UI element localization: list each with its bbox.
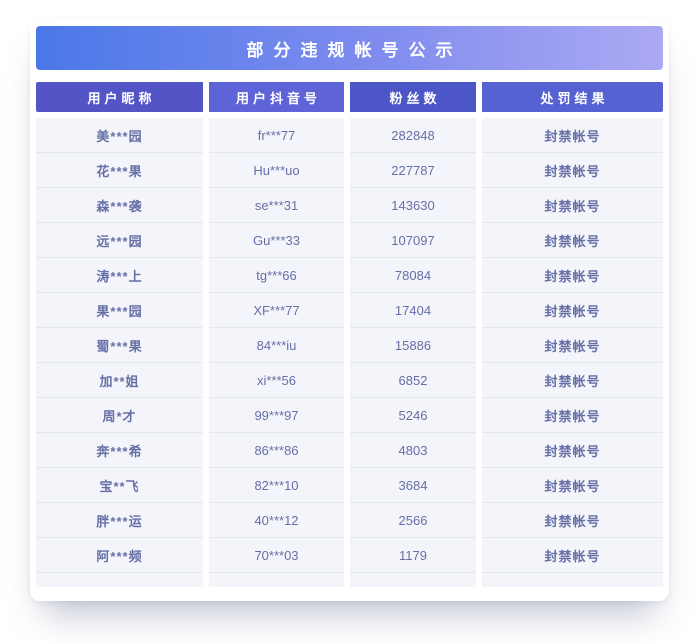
cell-nickname: 美***园 — [36, 118, 203, 153]
table-row: 涛***上 tg***66 78084 封禁帐号 — [36, 258, 663, 293]
column-header-nickname: 用户昵称 — [36, 82, 203, 112]
cell-result: 封禁帐号 — [482, 118, 663, 153]
table-footer-strip — [36, 573, 663, 587]
cell-fans: 3684 — [350, 468, 476, 503]
cell-result: 封禁帐号 — [482, 293, 663, 328]
cell-fans: 15886 — [350, 328, 476, 363]
cell-fans: 5246 — [350, 398, 476, 433]
cell-fans: 282848 — [350, 118, 476, 153]
cell-fans: 78084 — [350, 258, 476, 293]
cell-result: 封禁帐号 — [482, 363, 663, 398]
cell-nickname: 宝**飞 — [36, 468, 203, 503]
cell-douyin-id: 84***iu — [209, 328, 344, 363]
cell-douyin-id: 82***10 — [209, 468, 344, 503]
cell-result: 封禁帐号 — [482, 328, 663, 363]
cell-nickname: 果***园 — [36, 293, 203, 328]
cell-douyin-id: Gu***33 — [209, 223, 344, 258]
cell-fans: 6852 — [350, 363, 476, 398]
cell-result: 封禁帐号 — [482, 258, 663, 293]
table-row: 加**姐 xi***56 6852 封禁帐号 — [36, 363, 663, 398]
cell-douyin-id: Hu***uo — [209, 153, 344, 188]
cell-douyin-id: 70***03 — [209, 538, 344, 573]
cell-douyin-id: 40***12 — [209, 503, 344, 538]
table-row: 果***园 XF***77 17404 封禁帐号 — [36, 293, 663, 328]
cell-nickname: 周*才 — [36, 398, 203, 433]
cell-douyin-id: 99***97 — [209, 398, 344, 433]
cell-fans: 227787 — [350, 153, 476, 188]
table-body: 美***园 fr***77 282848 封禁帐号 花***果 Hu***uo 227787… — [36, 118, 663, 587]
table-row: 阿***频 70***03 1179 封禁帐号 — [36, 538, 663, 573]
table-row: 宝**飞 82***10 3684 封禁帐号 — [36, 468, 663, 503]
table-row: 胖***运 40***12 2566 封禁帐号 — [36, 503, 663, 538]
cell-fans: 107097 — [350, 223, 476, 258]
table-row: 周*才 99***97 5246 封禁帐号 — [36, 398, 663, 433]
column-header-douyin-id: 用户抖音号 — [209, 82, 344, 112]
cell-fans: 4803 — [350, 433, 476, 468]
cell-fans: 143630 — [350, 188, 476, 223]
table-row: 美***园 fr***77 282848 封禁帐号 — [36, 118, 663, 153]
table-header: 用户昵称 用户抖音号 粉丝数 处罚结果 — [36, 82, 663, 112]
footer-strip-cell — [36, 573, 203, 587]
table-row: 森***袭 se***31 143630 封禁帐号 — [36, 188, 663, 223]
cell-fans: 2566 — [350, 503, 476, 538]
cell-douyin-id: xi***56 — [209, 363, 344, 398]
cell-douyin-id: fr***77 — [209, 118, 344, 153]
cell-result: 封禁帐号 — [482, 153, 663, 188]
cell-nickname: 森***袭 — [36, 188, 203, 223]
cell-result: 封禁帐号 — [482, 503, 663, 538]
cell-nickname: 奔***希 — [36, 433, 203, 468]
cell-nickname: 涛***上 — [36, 258, 203, 293]
cell-result: 封禁帐号 — [482, 433, 663, 468]
title-bar: 部分违规帐号公示 — [36, 26, 663, 70]
cell-nickname: 胖***运 — [36, 503, 203, 538]
cell-nickname: 阿***频 — [36, 538, 203, 573]
cell-nickname: 远***园 — [36, 223, 203, 258]
cell-result: 封禁帐号 — [482, 223, 663, 258]
table-row: 奔***希 86***86 4803 封禁帐号 — [36, 433, 663, 468]
cell-fans: 1179 — [350, 538, 476, 573]
cell-douyin-id: XF***77 — [209, 293, 344, 328]
cell-nickname: 蜀***果 — [36, 328, 203, 363]
table-row: 远***园 Gu***33 107097 封禁帐号 — [36, 223, 663, 258]
cell-douyin-id: se***31 — [209, 188, 344, 223]
cell-fans: 17404 — [350, 293, 476, 328]
cell-result: 封禁帐号 — [482, 398, 663, 433]
cell-douyin-id: 86***86 — [209, 433, 344, 468]
footer-strip-cell — [350, 573, 476, 587]
cell-douyin-id: tg***66 — [209, 258, 344, 293]
violation-announcement-card: 部分违规帐号公示 用户昵称 用户抖音号 粉丝数 处罚结果 美***园 fr***7… — [30, 18, 669, 601]
cell-result: 封禁帐号 — [482, 538, 663, 573]
cell-nickname: 花***果 — [36, 153, 203, 188]
table-row: 花***果 Hu***uo 227787 封禁帐号 — [36, 153, 663, 188]
column-header-fans: 粉丝数 — [350, 82, 476, 112]
table-row: 蜀***果 84***iu 15886 封禁帐号 — [36, 328, 663, 363]
page-title: 部分违规帐号公示 — [246, 40, 463, 60]
footer-strip-cell — [209, 573, 344, 587]
footer-strip-cell — [482, 573, 663, 587]
cell-result: 封禁帐号 — [482, 188, 663, 223]
column-header-result: 处罚结果 — [482, 82, 663, 112]
cell-result: 封禁帐号 — [482, 468, 663, 503]
cell-nickname: 加**姐 — [36, 363, 203, 398]
